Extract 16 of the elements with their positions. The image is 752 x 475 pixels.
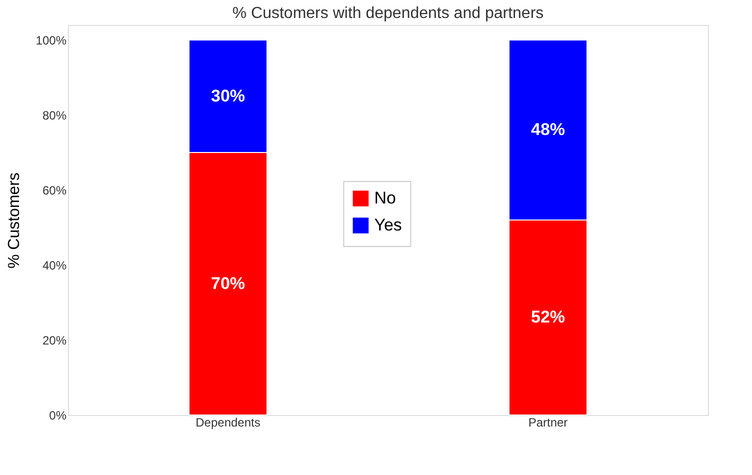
legend-label: No xyxy=(374,188,396,208)
y-tick-label: 40% xyxy=(42,258,67,272)
data-label: 70% xyxy=(210,274,246,293)
y-axis-title: % Customers xyxy=(6,172,23,269)
x-tick-label: Dependents xyxy=(196,416,260,430)
chart-title: % Customers with dependents and partners xyxy=(232,5,544,22)
y-tick-label: 100% xyxy=(36,34,67,48)
y-tick-label: 20% xyxy=(42,334,67,348)
x-tick-label: Partner xyxy=(528,416,568,430)
legend-label: Yes xyxy=(374,216,402,234)
y-tick-label: 0% xyxy=(49,408,67,422)
y-tick-label: 60% xyxy=(42,184,67,198)
y-tick-label: 80% xyxy=(42,108,67,122)
data-label: 48% xyxy=(530,120,566,139)
data-label: 52% xyxy=(530,308,566,326)
data-label: 30% xyxy=(210,86,246,106)
